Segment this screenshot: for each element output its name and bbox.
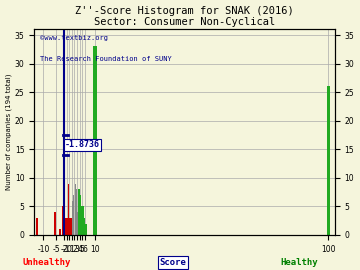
Bar xyxy=(82,206,84,235)
Bar xyxy=(84,218,85,235)
Text: Score: Score xyxy=(159,258,186,267)
Bar xyxy=(59,229,62,235)
Text: Unhealthy: Unhealthy xyxy=(23,258,71,267)
Bar xyxy=(68,184,69,235)
Bar xyxy=(75,184,76,235)
Title: Z''-Score Histogram for SNAK (2016)
Sector: Consumer Non-Cyclical: Z''-Score Histogram for SNAK (2016) Sect… xyxy=(75,6,294,27)
Bar xyxy=(72,201,73,235)
Bar xyxy=(73,195,75,235)
Text: Healthy: Healthy xyxy=(280,258,318,267)
Y-axis label: Number of companies (194 total): Number of companies (194 total) xyxy=(5,74,12,190)
Bar xyxy=(62,206,64,235)
Bar xyxy=(64,218,67,235)
Text: The Research Foundation of SUNY: The Research Foundation of SUNY xyxy=(40,56,172,62)
Bar xyxy=(71,218,72,235)
Bar xyxy=(327,86,330,235)
Text: ©www.textbiz.org: ©www.textbiz.org xyxy=(40,35,108,42)
Text: -1.8736: -1.8736 xyxy=(65,140,100,150)
Bar xyxy=(81,206,82,235)
Bar xyxy=(69,218,71,235)
Bar xyxy=(80,195,81,235)
Bar xyxy=(76,189,77,235)
Bar xyxy=(86,224,87,235)
Bar xyxy=(54,212,56,235)
Bar xyxy=(78,189,80,235)
Bar xyxy=(77,212,78,235)
Bar xyxy=(85,224,86,235)
Bar xyxy=(94,46,97,235)
Bar xyxy=(67,218,68,235)
Bar xyxy=(36,218,38,235)
